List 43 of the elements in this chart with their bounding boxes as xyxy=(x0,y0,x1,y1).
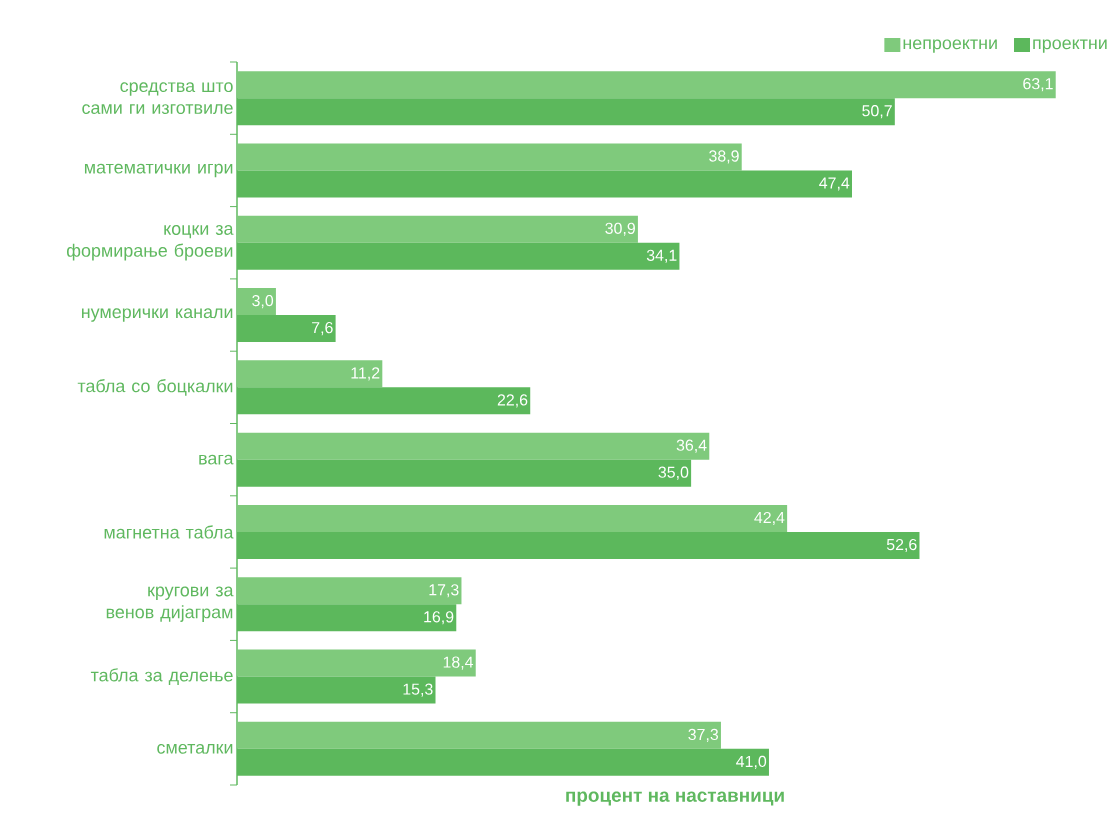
data-label: 52,6 xyxy=(886,538,917,553)
data-label: 22,6 xyxy=(497,394,528,408)
data-label: 7,6 xyxy=(312,321,333,336)
data-label: 30,9 xyxy=(605,222,635,236)
y-tick-label: математички игри xyxy=(84,163,233,178)
x-axis-title: процент на наставници xyxy=(566,791,784,806)
data-label: 18,4 xyxy=(443,656,474,670)
data-label: 41,0 xyxy=(736,755,767,769)
bar xyxy=(237,721,721,749)
data-label: 38,9 xyxy=(709,150,739,164)
bar xyxy=(237,649,476,677)
data-label: 63,1 xyxy=(1023,78,1053,92)
bar xyxy=(237,143,742,171)
data-label: 37,3 xyxy=(688,728,719,742)
bar xyxy=(237,288,276,316)
data-label: 17,3 xyxy=(429,584,459,598)
bar xyxy=(237,432,710,460)
y-tick-label: средства што сами ги изготвиле xyxy=(82,82,233,115)
bar xyxy=(237,577,462,605)
y-tick-label: вага xyxy=(199,454,234,465)
bar xyxy=(237,215,638,243)
y-tick-label: коцки за формирање броеви xyxy=(66,225,234,261)
data-label: 16,9 xyxy=(424,611,454,625)
y-tick-label: магнетна табла xyxy=(104,525,234,539)
legend-label: проектни xyxy=(1033,39,1107,53)
data-label: 36,4 xyxy=(676,439,707,453)
y-tick-label: табла за делење xyxy=(90,668,233,685)
y-tick-label: нумерички канали xyxy=(82,308,233,322)
bar xyxy=(237,71,1056,99)
y-tick-label: табла со боцкалки xyxy=(77,378,233,396)
data-label: 35,0 xyxy=(658,466,689,480)
data-label: 11,2 xyxy=(351,367,380,381)
bar xyxy=(237,360,383,388)
bar xyxy=(237,504,788,532)
legend-label: непроектни xyxy=(903,39,997,53)
data-label: 42,4 xyxy=(754,511,785,526)
data-label: 50,7 xyxy=(862,105,892,119)
data-label: 47,4 xyxy=(819,177,850,191)
data-label: 15,3 xyxy=(403,683,433,697)
data-label: 34,1 xyxy=(646,249,677,263)
data-label: 3,0 xyxy=(252,294,274,309)
y-tick-label: кругови за венов дијаграм xyxy=(106,586,234,622)
y-tick-label: сметалки xyxy=(157,743,233,754)
